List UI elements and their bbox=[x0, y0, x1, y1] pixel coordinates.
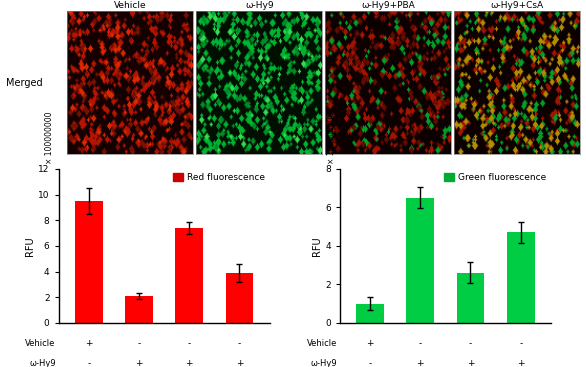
Title: ω-Hy9+PBA: ω-Hy9+PBA bbox=[362, 1, 415, 10]
Text: +: + bbox=[517, 359, 524, 367]
Legend: Green fluorescence: Green fluorescence bbox=[444, 173, 546, 182]
Bar bbox=[356, 304, 384, 323]
Text: -: - bbox=[238, 339, 241, 348]
Text: -: - bbox=[519, 339, 522, 348]
Text: +: + bbox=[185, 359, 193, 367]
Text: -: - bbox=[87, 359, 90, 367]
Text: +: + bbox=[466, 359, 474, 367]
Title: ω-Hy9+CsA: ω-Hy9+CsA bbox=[490, 1, 544, 10]
Text: Merged: Merged bbox=[6, 77, 42, 88]
Bar bbox=[75, 201, 103, 323]
Text: -: - bbox=[469, 339, 472, 348]
Text: -: - bbox=[188, 339, 191, 348]
Text: -: - bbox=[418, 339, 422, 348]
Bar bbox=[456, 273, 484, 323]
Y-axis label: RFU: RFU bbox=[25, 236, 35, 256]
Bar bbox=[407, 198, 434, 323]
Text: × 100000000: × 100000000 bbox=[45, 112, 54, 164]
Text: ω-Hy9: ω-Hy9 bbox=[311, 359, 337, 367]
Bar bbox=[507, 232, 534, 323]
Text: × 100000000: × 100000000 bbox=[326, 112, 336, 164]
Text: -: - bbox=[369, 359, 372, 367]
Legend: Red fluorescence: Red fluorescence bbox=[173, 173, 265, 182]
Bar bbox=[125, 296, 153, 323]
Bar bbox=[175, 228, 203, 323]
Text: -: - bbox=[137, 339, 141, 348]
Text: ω-Hy9: ω-Hy9 bbox=[29, 359, 56, 367]
Title: Vehicle: Vehicle bbox=[114, 1, 146, 10]
Text: +: + bbox=[417, 359, 424, 367]
Title: ω-Hy9: ω-Hy9 bbox=[245, 1, 274, 10]
Text: Vehicle: Vehicle bbox=[25, 339, 56, 348]
Text: +: + bbox=[85, 339, 93, 348]
Text: +: + bbox=[135, 359, 143, 367]
Y-axis label: RFU: RFU bbox=[312, 236, 322, 256]
Text: Vehicle: Vehicle bbox=[306, 339, 337, 348]
Bar bbox=[226, 273, 253, 323]
Text: +: + bbox=[366, 339, 374, 348]
Text: +: + bbox=[236, 359, 243, 367]
